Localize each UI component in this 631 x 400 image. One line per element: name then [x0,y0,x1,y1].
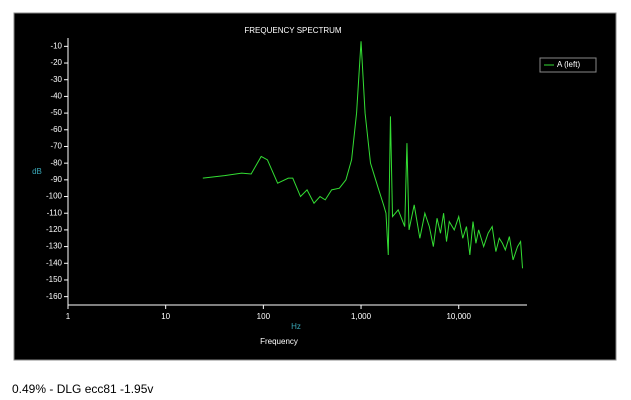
legend-label: A (left) [557,60,580,69]
y-tick-label: -160 [46,292,63,301]
y-tick-label: -40 [50,92,62,101]
y-tick-label: -50 [50,108,62,117]
y-tick-label: -140 [46,258,63,267]
x-tick-label: 10 [161,312,170,321]
caption: 0.49% - DLG ecc81 -1.95v [12,382,154,396]
y-tick-label: -20 [50,58,62,67]
chart-panel [13,12,617,361]
chart: FREQUENCY SPECTRUM dB Hz Frequency -10 -2… [13,12,617,361]
x-tick-label: 1 [66,312,71,321]
y-tick-label: -60 [50,125,62,134]
x-tick-label: 10,000 [446,312,471,321]
y-tick-label: -150 [46,275,63,284]
y-tick-label: -10 [50,41,62,50]
x-axis-label: Frequency [260,337,298,346]
chart-title: FREQUENCY SPECTRUM [244,26,342,35]
y-tick-label: -30 [50,75,62,84]
spectrum-line [202,41,524,269]
y-tick-label: -80 [50,158,62,167]
y-tick-label: -70 [50,142,62,151]
x-axis-unit: Hz [291,322,301,331]
x-tick-label: 100 [257,312,271,321]
y-tick-label: -90 [50,175,62,184]
legend-box [539,57,597,73]
y-tick-label: -100 [46,192,63,201]
y-axis-label: dB [32,167,42,176]
x-tick-label: 1,000 [351,312,372,321]
y-tick-label: -110 [47,208,63,217]
y-tick-label: -120 [46,225,63,234]
y-tick-label: -130 [46,242,63,251]
